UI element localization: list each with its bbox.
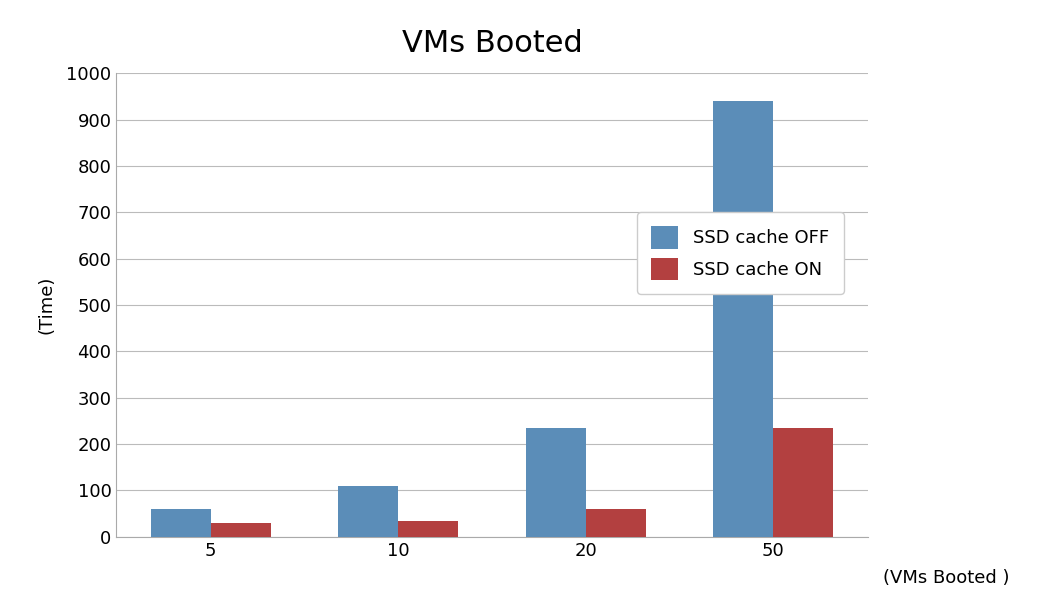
Legend: SSD cache OFF, SSD cache ON: SSD cache OFF, SSD cache ON [637,212,843,294]
Text: (VMs Booted ): (VMs Booted ) [882,569,1009,587]
Bar [211,523,271,537]
Bar [398,520,458,537]
Bar [713,101,773,537]
Bar [526,428,586,537]
Y-axis label: (Time): (Time) [37,276,55,334]
Bar [773,428,834,537]
Bar [586,509,645,537]
Bar [339,486,398,537]
Title: VMs Booted: VMs Booted [402,29,582,59]
Bar [150,509,211,537]
